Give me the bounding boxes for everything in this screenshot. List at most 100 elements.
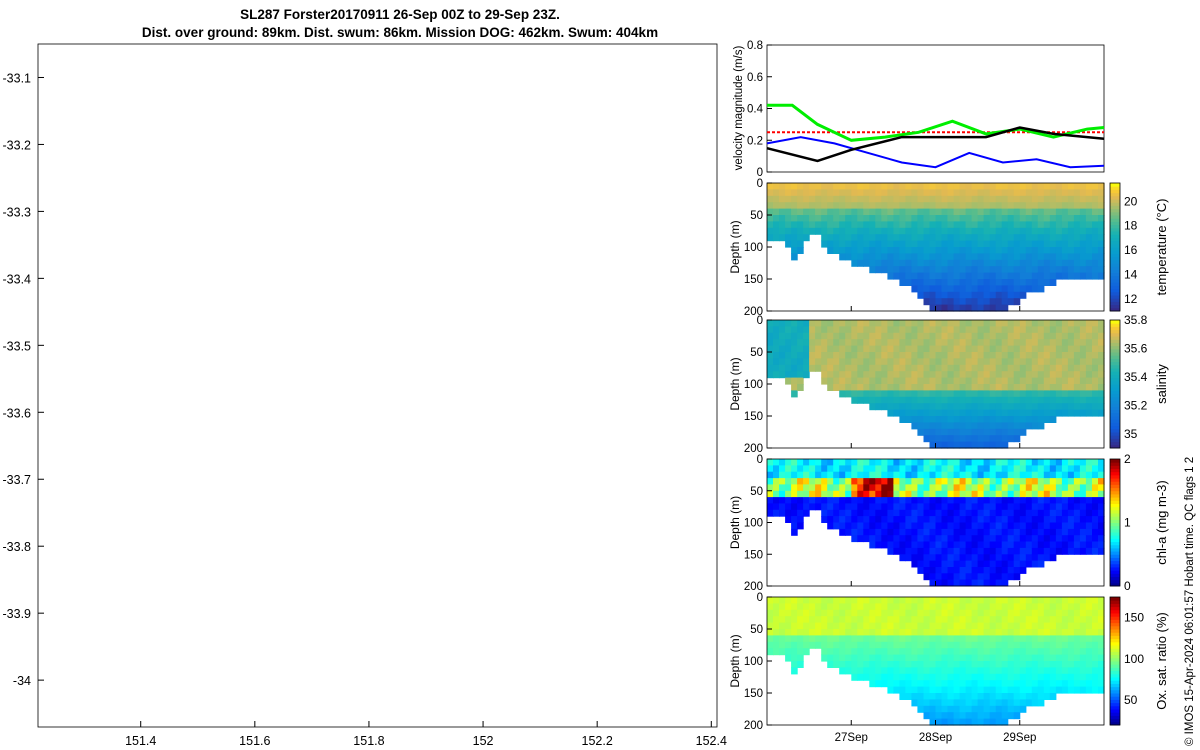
section-cell: [917, 661, 924, 668]
section-cell: [1098, 364, 1105, 372]
section-cell: [827, 478, 834, 485]
section-cell: [887, 189, 894, 197]
section-cell: [989, 285, 997, 293]
section-cell: [893, 339, 900, 347]
section-cell: [821, 478, 828, 485]
section-cell: [1079, 221, 1087, 229]
section-cell: [971, 673, 979, 681]
section-cell: [917, 516, 924, 523]
section-cell: [797, 661, 804, 668]
section-cell: [1019, 535, 1027, 543]
section-cell: [1055, 221, 1063, 229]
section-cell: [851, 326, 858, 334]
section-cell: [911, 247, 918, 254]
section-cell: [905, 654, 912, 662]
section-cell: [881, 597, 888, 604]
section-cell: [1007, 208, 1015, 216]
section-cell: [1007, 478, 1015, 485]
section-colorbar-cell: [1110, 625, 1120, 630]
section-cell: [1013, 616, 1021, 624]
section-colorbar-cell: [1110, 509, 1120, 514]
section-cell: [1092, 259, 1099, 267]
section-cell: [965, 699, 973, 707]
section-cell: [773, 629, 780, 636]
section-cell: [953, 384, 961, 391]
section-cell: [1067, 390, 1075, 398]
section-colorbar-cell: [1110, 199, 1120, 203]
section-cell: [839, 667, 846, 675]
section-colorbar-cell: [1110, 298, 1120, 302]
section-cell: [779, 609, 786, 617]
section-cell: [923, 686, 931, 694]
section-cell: [881, 352, 888, 359]
section-cell: [995, 259, 1003, 267]
section-colorbar-cell: [1110, 409, 1120, 414]
section-colorbar-tick-label: 14: [1124, 267, 1138, 281]
section-cell: [803, 471, 810, 479]
section-cell: [845, 603, 852, 611]
section-cell: [1025, 465, 1033, 473]
section-cell: [1073, 326, 1081, 334]
section-cell: [971, 377, 979, 385]
section-cell: [797, 622, 804, 630]
section-cell: [959, 541, 967, 549]
section-cell: [911, 635, 918, 643]
section-cell: [947, 597, 955, 604]
section-cell: [815, 490, 822, 498]
section-cell: [911, 266, 918, 274]
section-cell: [923, 503, 931, 511]
section-colorbar-tick-label: 35.4: [1124, 370, 1148, 384]
section-cell: [929, 693, 937, 700]
section-cell: [971, 208, 979, 216]
section-cell: [815, 320, 822, 327]
section-cell: [857, 597, 864, 604]
depth-tick-label: 50: [750, 624, 763, 636]
section-cell: [923, 371, 931, 379]
section-cell: [995, 609, 1003, 617]
section-cell: [797, 641, 804, 649]
section-cell: [1049, 384, 1057, 391]
section-cell: [875, 326, 882, 334]
section-cell: [875, 364, 882, 372]
section-cell: [1073, 272, 1081, 280]
section-cell: [773, 326, 780, 334]
section-cell: [1037, 377, 1045, 385]
section-cell: [941, 622, 949, 630]
credit-text-box: © IMOS 15-Apr-2024 06:01:57 Hobart time.…: [1184, 457, 1196, 746]
section-cell: [773, 358, 780, 366]
section-cell: [1085, 247, 1093, 254]
section-cell: [857, 247, 864, 254]
section-cell: [1098, 516, 1105, 523]
section-cell: [1043, 371, 1051, 379]
section-cell: [953, 371, 961, 379]
section-cell: [923, 332, 931, 340]
section-cell: [983, 718, 991, 726]
section-cell: [917, 609, 924, 617]
section-cell: [785, 471, 792, 479]
section-cell: [977, 384, 985, 391]
section-cell: [1007, 298, 1015, 306]
section-cell: [1061, 516, 1069, 523]
section-cell: [1055, 326, 1063, 334]
section-cell: [1007, 377, 1015, 385]
section-cell: [923, 416, 931, 423]
section-cell: [947, 465, 955, 473]
section-colorbar-tick-label: 150: [1124, 611, 1144, 625]
section-cell: [1031, 699, 1039, 707]
section-cell: [815, 221, 822, 229]
section-cell: [827, 503, 834, 511]
section-cell: [773, 484, 780, 492]
section-cell: [941, 390, 949, 398]
section-cell: [923, 597, 931, 604]
depth-tick-label: 200: [744, 581, 763, 593]
section-cell: [1079, 371, 1087, 379]
section-cell: [941, 183, 949, 190]
section-cell: [1079, 680, 1087, 688]
section-cell: [941, 560, 949, 568]
section-cell: [833, 326, 840, 334]
section-colorbar-cell: [1110, 622, 1120, 627]
section-cell: [869, 202, 876, 210]
section-cell: [905, 680, 912, 688]
section-cell: [983, 221, 991, 229]
section-cell: [1055, 654, 1063, 662]
